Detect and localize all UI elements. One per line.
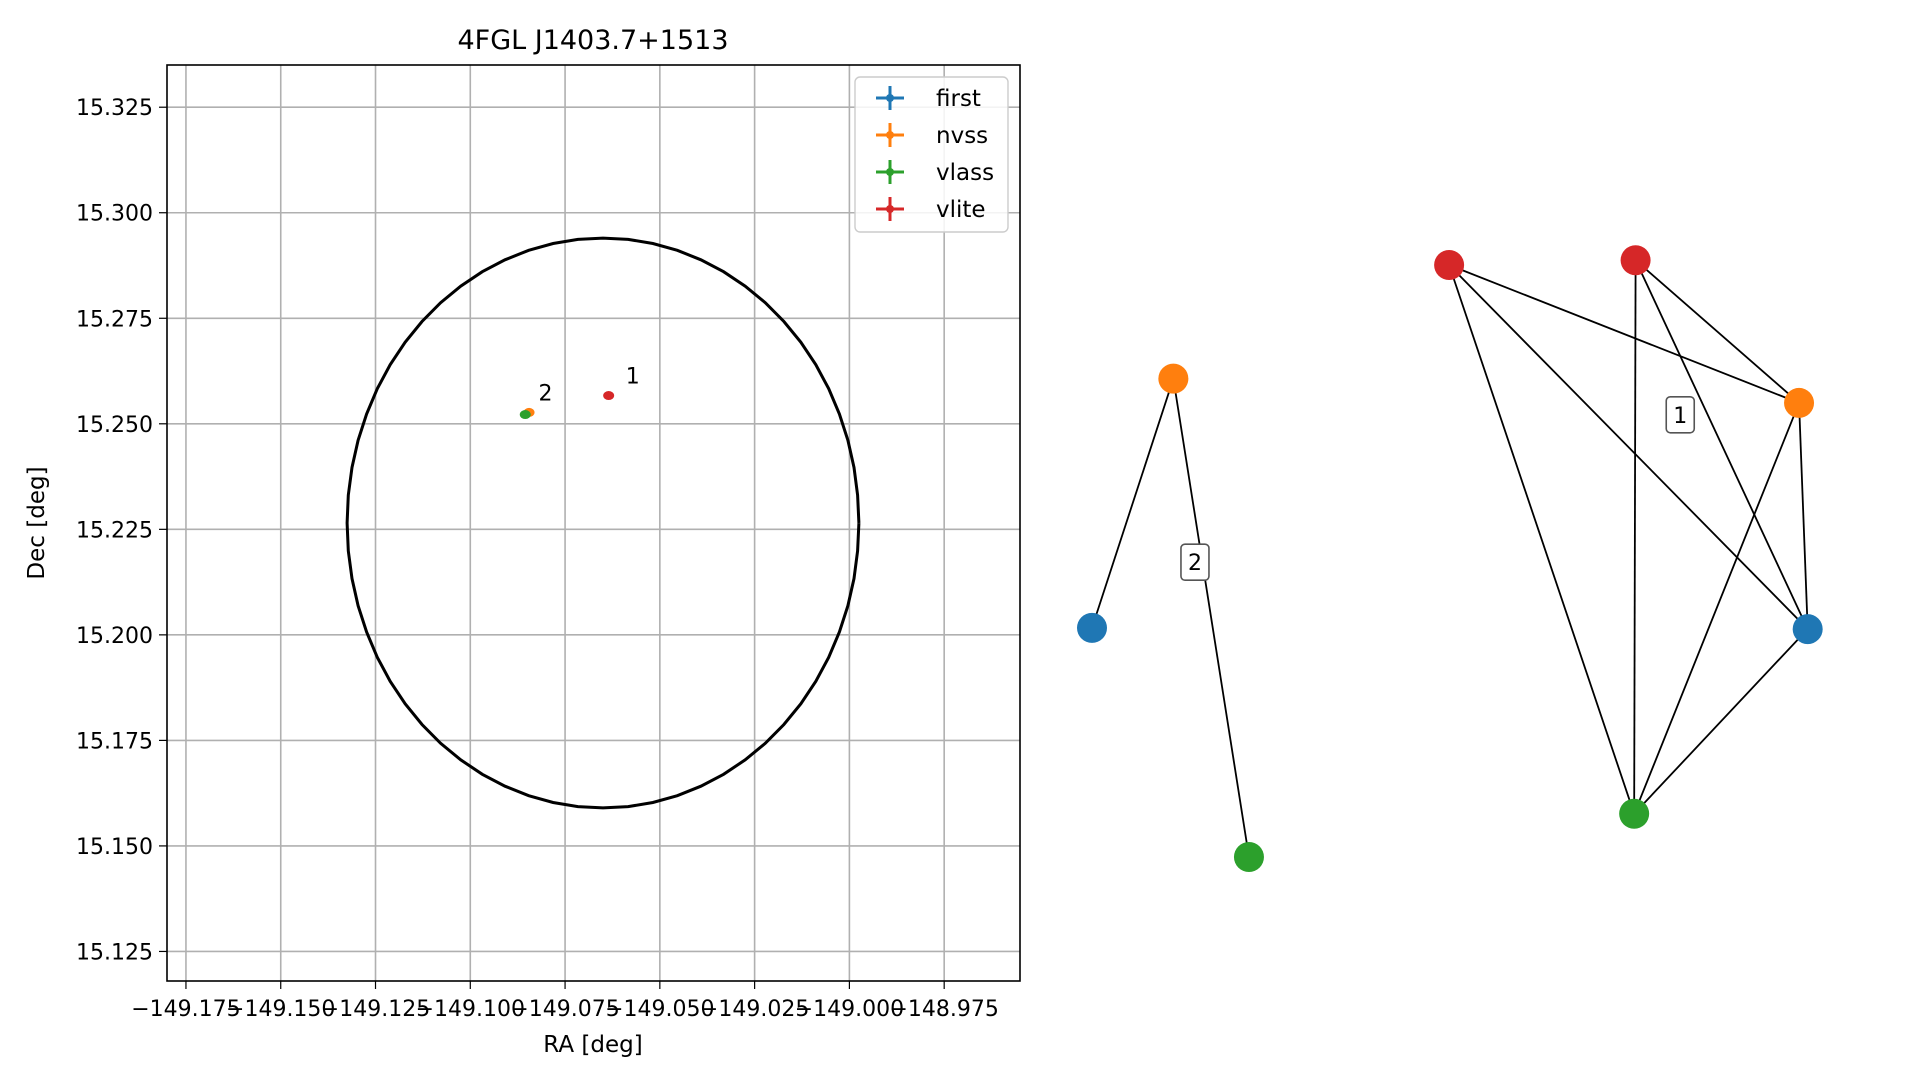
- point-annotation: 2: [539, 382, 553, 407]
- graph-node-g1-vlass: [1619, 798, 1650, 829]
- y-tick-label: 15.325: [76, 96, 153, 121]
- legend-box: [854, 76, 1009, 233]
- graph-node-g1-vlite-a: [1434, 250, 1465, 280]
- chart-title: 4FGL J1403.7+1513: [457, 25, 728, 56]
- graph-edge: [1091, 378, 1175, 629]
- y-tick-label: 15.175: [76, 729, 153, 754]
- graph-nodes: [1077, 245, 1823, 872]
- y-tick-label: 15.200: [76, 624, 153, 649]
- graph-edge: [1633, 402, 1800, 815]
- graph-edge: [1448, 264, 1809, 630]
- x-tick-label: −149.125: [321, 997, 430, 1022]
- graph-edge: [1448, 264, 1636, 815]
- graph-node-g2-nvss: [1158, 363, 1189, 394]
- legend: first nvss vlass vlite: [854, 76, 1009, 233]
- localization-circle: [345, 236, 861, 810]
- plot-frame: [166, 64, 1021, 982]
- graph-node-g1-vlite-b: [1620, 245, 1651, 276]
- graph-edge: [1635, 259, 1800, 404]
- graph-node-g2-vlass: [1233, 842, 1264, 872]
- point-vlass: [519, 410, 531, 420]
- y-axis-ticks: 15.125 15.150 15.175 15.200 15.225 15.250 15.2…: [76, 96, 167, 965]
- legend-marker-vlite: [886, 205, 894, 213]
- y-tick-label: 15.275: [76, 307, 153, 332]
- graph-label-box: [1180, 543, 1210, 581]
- graph-edges: [1091, 259, 1809, 858]
- legend-marker-vlass: [886, 168, 894, 176]
- y-tick-label: 15.150: [76, 835, 153, 860]
- legend-label-nvss: nvss: [936, 123, 988, 149]
- x-axis-ticks: −149.175−149.150−149.125−149.100−149.075…: [131, 981, 999, 1022]
- graph-label-box: [1665, 395, 1696, 434]
- graph-label: 1: [1673, 404, 1687, 429]
- legend-label-vlass: vlass: [936, 160, 994, 186]
- graph-edge: [1798, 402, 1809, 630]
- sky-plot: 21 −149.175−149.150−149.125−149.100−149.…: [24, 25, 1021, 1058]
- point-vlite: [603, 391, 615, 401]
- graph-edge: [1633, 260, 1637, 814]
- x-tick-label: −149.175: [131, 997, 240, 1022]
- y-tick-label: 15.250: [76, 413, 153, 438]
- data-points: [519, 391, 615, 420]
- x-tick-label: −148.975: [889, 997, 998, 1022]
- x-tick-label: −149.025: [700, 997, 809, 1022]
- y-tick-label: 15.225: [76, 518, 153, 543]
- y-axis-label: Dec [deg]: [24, 466, 50, 579]
- legend-marker-first: [886, 94, 894, 102]
- graph-label: 2: [1188, 551, 1202, 576]
- x-tick-label: −149.075: [510, 997, 619, 1022]
- x-tick-label: −149.100: [416, 997, 525, 1022]
- graph-edge: [1633, 628, 1809, 815]
- x-tick-label: −149.150: [226, 997, 335, 1022]
- point-annotation: 1: [626, 365, 640, 390]
- circle-layer: [345, 236, 861, 810]
- legend-marker-nvss: [886, 131, 894, 139]
- graph-labels: 21: [1180, 395, 1696, 581]
- graph-node-g1-first: [1792, 614, 1823, 645]
- graph-node-g2-first: [1077, 612, 1107, 643]
- x-axis-label: RA [deg]: [543, 1032, 642, 1058]
- graph-edge: [1172, 378, 1250, 858]
- x-tick-label: −149.000: [795, 997, 904, 1022]
- y-tick-label: 15.300: [76, 202, 153, 227]
- network-graph: 21: [1077, 245, 1823, 872]
- x-tick-label: −149.050: [605, 997, 714, 1022]
- legend-label-vlite: vlite: [936, 197, 986, 223]
- legend-label-first: first: [936, 86, 981, 112]
- graph-edge: [1448, 264, 1800, 404]
- graph-edge: [1634, 259, 1809, 630]
- point-annotations: 21: [539, 365, 640, 407]
- graph-node-g1-nvss: [1784, 387, 1815, 418]
- y-tick-label: 15.125: [76, 940, 153, 965]
